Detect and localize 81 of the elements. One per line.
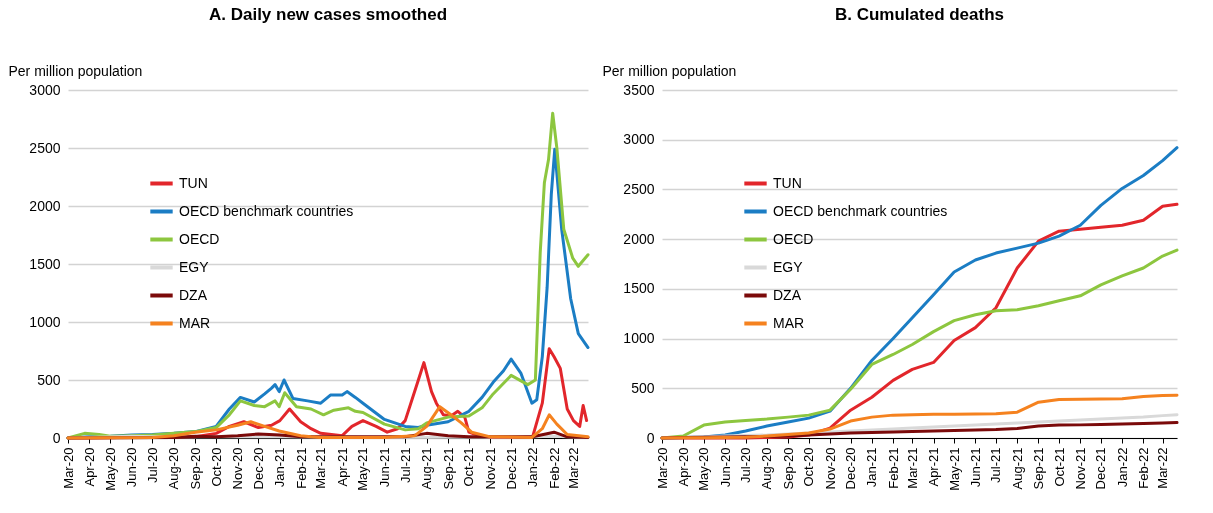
y-tick-label: 500: [37, 371, 61, 388]
legend-label: EGY: [773, 258, 804, 275]
y-tick-label: 0: [646, 429, 655, 446]
legend-label: OECD benchmark countries: [179, 202, 354, 219]
legend-label: OECD: [773, 230, 814, 247]
x-tick-label: Jul-20: [738, 447, 754, 483]
x-tick-label: Jul-20: [144, 447, 160, 483]
x-tick-label: Sep-20: [187, 447, 203, 490]
chart-title: A. Daily new cases smoothed: [208, 5, 448, 24]
x-tick-label: Oct-21: [461, 447, 477, 487]
x-tick-label: Apr-20: [675, 447, 691, 487]
x-tick-label: Mar-22: [1155, 447, 1171, 489]
legend-label: EGY: [179, 258, 210, 275]
x-tick-label: Feb-22: [1135, 447, 1151, 489]
y-axis-title: Per million population: [602, 62, 737, 79]
legend-label: TUN: [179, 174, 208, 191]
x-tick-label: Dec-21: [503, 447, 519, 490]
legend-label: OECD benchmark countries: [773, 202, 948, 219]
x-tick-label: Sep-21: [440, 447, 456, 490]
y-tick-label: 1500: [29, 255, 61, 272]
x-tick-label: May-21: [355, 447, 371, 491]
x-tick-label: Jun-21: [376, 447, 392, 488]
x-tick-label: Mar-22: [565, 447, 581, 489]
x-tick-label: Jun-20: [717, 447, 733, 488]
x-tick-label: Nov-20: [822, 447, 838, 490]
x-tick-label: Feb-22: [546, 447, 562, 489]
x-tick-label: Mar-20: [654, 447, 670, 489]
x-tick-label: Dec-21: [1093, 447, 1109, 490]
y-tick-label: 3500: [623, 81, 655, 98]
x-tick-label: Mar-21: [313, 447, 329, 489]
y-tick-label: 3000: [623, 131, 655, 148]
x-tick-label: Jun-20: [124, 447, 140, 488]
x-tick-label: Oct-20: [801, 447, 817, 487]
x-tick-label: Feb-21: [293, 447, 309, 489]
x-tick-label: Jan-22: [1114, 447, 1130, 488]
x-tick-label: Jul-21: [988, 447, 1004, 483]
legend-label: TUN: [773, 174, 802, 191]
y-tick-label: 2000: [29, 197, 61, 214]
x-tick-label: Sep-21: [1030, 447, 1046, 490]
y-tick-label: 1000: [29, 313, 61, 330]
x-tick-label: Mar-20: [60, 447, 76, 489]
y-tick-label: 2500: [29, 139, 61, 156]
x-tick-label: Jun-21: [967, 447, 983, 488]
x-tick-label: Dec-20: [843, 447, 859, 490]
x-tick-label: May-20: [102, 447, 118, 491]
x-tick-label: Oct-21: [1051, 447, 1067, 487]
x-tick-label: Apr-20: [81, 447, 97, 487]
x-tick-label: Aug-20: [166, 447, 182, 490]
y-tick-label: 0: [52, 429, 61, 446]
y-tick-label: 1500: [623, 280, 655, 297]
x-tick-label: Apr-21: [334, 447, 350, 487]
legend-label: MAR: [773, 314, 805, 331]
legend-label: DZA: [179, 286, 208, 303]
x-tick-label: Aug-20: [759, 447, 775, 490]
x-tick-label: Sep-20: [780, 447, 796, 490]
y-axis-title: Per million population: [8, 62, 143, 79]
y-tick-label: 2500: [623, 180, 655, 197]
x-tick-label: Nov-21: [482, 447, 498, 490]
x-tick-label: Apr-21: [926, 447, 942, 487]
x-tick-label: Jan-22: [525, 447, 541, 488]
x-tick-label: Nov-20: [230, 447, 246, 490]
x-tick-label: May-20: [696, 447, 712, 491]
legend-label: MAR: [179, 314, 211, 331]
x-tick-label: Oct-20: [208, 447, 224, 487]
x-tick-label: Jan-21: [272, 447, 288, 488]
x-tick-label: Feb-21: [885, 447, 901, 489]
y-tick-label: 1000: [623, 330, 655, 347]
x-tick-label: Jan-21: [864, 447, 880, 488]
legend-label: OECD: [179, 230, 220, 247]
x-tick-label: Aug-21: [419, 447, 435, 490]
y-tick-label: 500: [631, 379, 655, 396]
x-tick-label: Mar-21: [904, 447, 920, 489]
x-tick-label: Nov-21: [1072, 447, 1088, 490]
x-tick-label: Dec-20: [250, 447, 266, 490]
legend-label: DZA: [773, 286, 802, 303]
y-tick-label: 3000: [29, 81, 61, 98]
y-tick-label: 2000: [623, 230, 655, 247]
x-tick-label: Jul-21: [397, 447, 413, 483]
chart-title: B. Cumulated deaths: [834, 5, 1005, 24]
x-tick-label: Aug-21: [1009, 447, 1025, 490]
x-tick-label: May-21: [946, 447, 962, 491]
